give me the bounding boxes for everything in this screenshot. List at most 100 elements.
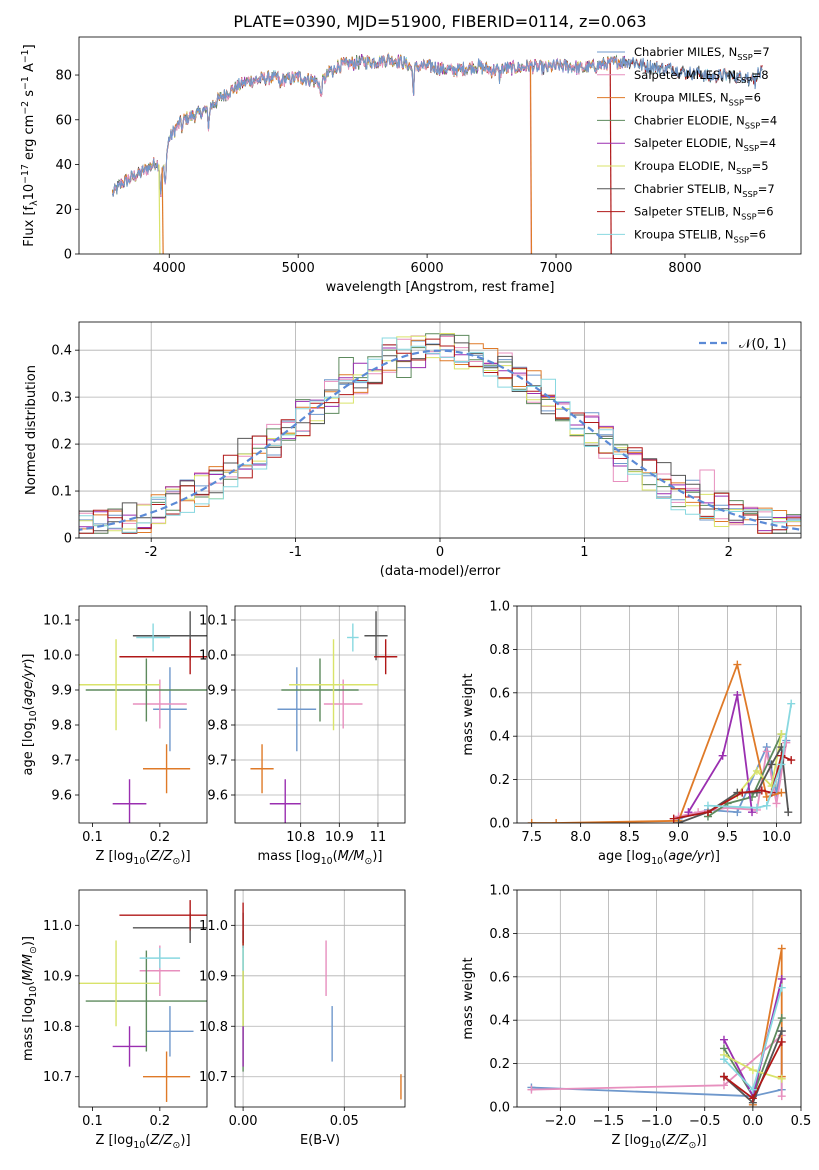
x-tick-label: 9.0 [668, 830, 689, 845]
y-tick-label: 0.3 [51, 391, 72, 406]
x-axis-label: wavelength [Angstrom, rest frame] [326, 280, 555, 295]
y-tick-label: 10.9 [199, 969, 228, 984]
y-tick-label: 0.1 [51, 485, 72, 500]
weight-marker [762, 801, 771, 810]
histogram-step [79, 335, 801, 534]
y-tick-label: 0 [64, 248, 72, 263]
axes-frame [234, 605, 406, 824]
weight-marker [719, 1055, 728, 1064]
y-axis-label: age [log10(age/yr)] [21, 653, 39, 775]
y-tick-label: 10.7 [43, 1070, 72, 1085]
y-tick-label: 1.0 [489, 600, 510, 615]
weight-marker [719, 1072, 728, 1081]
weight-marker [674, 819, 683, 823]
axes-frame [234, 889, 406, 1108]
weight-marker [777, 788, 786, 797]
error-bar-point [143, 1051, 191, 1102]
weight-marker [777, 1092, 786, 1101]
weight-marker [527, 1085, 536, 1094]
x-tick-label: 0.2 [149, 1114, 170, 1129]
error-bar-point [132, 679, 187, 729]
plot-area [112, 51, 763, 254]
model-dropout [158, 164, 161, 254]
y-axis-label: Flux [fλ10−17 erg cm−2 s−1 A−1] [20, 44, 40, 246]
weight-marker [757, 786, 766, 795]
y-axis-label: mass weight [461, 957, 476, 1039]
y-tick-label: 9.6 [207, 789, 228, 804]
weight-marker [733, 808, 742, 817]
legend-label: Kroupa STELIB, NSSP=6 [634, 227, 766, 244]
y-tick-label: 0.6 [489, 686, 510, 701]
y-tick-label: 9.9 [51, 684, 72, 699]
legend-label: Salpeter STELIB, NSSP=6 [634, 205, 774, 222]
weight-marker [748, 1085, 757, 1094]
spectrum-line [112, 53, 629, 197]
y-tick-label: 11.0 [43, 919, 72, 934]
histogram-step [79, 334, 801, 534]
weight-marker [782, 738, 791, 747]
error-bar-point [139, 948, 181, 969]
y-tick-label: 10.8 [43, 1020, 72, 1035]
x-tick-label: 7.5 [521, 830, 542, 845]
x-tick-label: 5000 [282, 261, 315, 276]
y-tick-label: 10.0 [43, 649, 72, 664]
weight-marker [777, 760, 786, 769]
weight-marker [719, 1035, 728, 1044]
y-tick-label: 9.9 [207, 684, 228, 699]
error-bar-point [112, 1026, 147, 1067]
axes-spectrum: 4000 5000 6000 7000 8000 0 20 40 60 80 [55, 36, 802, 276]
plot-area [242, 902, 402, 1100]
y-tick-label: 10.7 [199, 1070, 228, 1085]
axes-frame [516, 605, 802, 824]
y-tick-label: 0.4 [489, 1014, 510, 1029]
weight-marker [718, 751, 727, 760]
weight-marker [527, 819, 536, 823]
x-tick-label: 0 [436, 545, 444, 560]
weight-marker [777, 730, 786, 739]
plot-area [527, 660, 796, 823]
axes-frame [78, 605, 208, 824]
y-tick-label: 80 [55, 69, 72, 84]
weight-marker [787, 756, 796, 765]
weight-marker [719, 1081, 728, 1090]
histogram-step [79, 340, 801, 534]
spectrum-line [112, 53, 629, 197]
weight-line [707, 733, 783, 818]
ticks: 0.00 0.05 10.7 10.8 10.9 11.0 [199, 919, 359, 1129]
axes-frame [78, 36, 802, 255]
x-tick-label: 0.1 [82, 1114, 103, 1129]
legend-label: Salpeter ELODIE, NSSP=4 [634, 136, 776, 153]
x-axis-label: age [log10(age/yr)] [598, 849, 720, 867]
weight-marker [684, 808, 693, 817]
legend-label: Chabrier ELODIE, NSSP=4 [634, 113, 777, 130]
y-tick-label: 0.0 [489, 817, 510, 832]
y-tick-label: 0.4 [489, 730, 510, 745]
y-tick-label: 0.8 [489, 643, 510, 658]
y-tick-label: 9.8 [51, 719, 72, 734]
axes-residuals: -2 -1 0 1 2 0 0.1 0.2 0.3 0.4 [51, 321, 802, 560]
axes-frame [78, 321, 802, 539]
error-bar-point [347, 623, 359, 652]
y-tick-label: 10.8 [199, 1020, 228, 1035]
axes-weight-vs-Z: −2.0 −1.5 −1.0 −0.5 0.0 0.5 0.0 0.2 0.4 0.6 0.8 1.0 [489, 884, 811, 1130]
plot-area [527, 944, 786, 1107]
weight-marker [752, 766, 761, 775]
error-bar-point [277, 667, 317, 752]
axes-age-vs-Z: 0.1 0.2 9.6 9.7 9.8 9.9 10.0 10.1 [43, 605, 208, 845]
y-tick-label: 0.0 [489, 1101, 510, 1116]
error-bar-point [323, 679, 363, 729]
error-bar-point [289, 639, 378, 731]
y-tick-label: 60 [55, 113, 72, 128]
x-tick-label: 0.05 [330, 1114, 359, 1129]
y-tick-label: 0.2 [51, 438, 72, 453]
legend-label: Salpeter MILES, NSSP=8 [634, 68, 769, 85]
error-bar-point [143, 744, 191, 794]
legend-label: Chabrier MILES, NSSP=7 [634, 45, 770, 62]
axes-mass-vs-ebv: 0.00 0.05 10.7 10.8 10.9 11.0 [199, 889, 406, 1129]
y-tick-label: 10.0 [199, 649, 228, 664]
x-tick-label: 9.5 [717, 830, 738, 845]
spectrum-line [112, 51, 629, 197]
weight-marker [748, 1066, 757, 1075]
y-tick-label: 0.4 [51, 344, 72, 359]
